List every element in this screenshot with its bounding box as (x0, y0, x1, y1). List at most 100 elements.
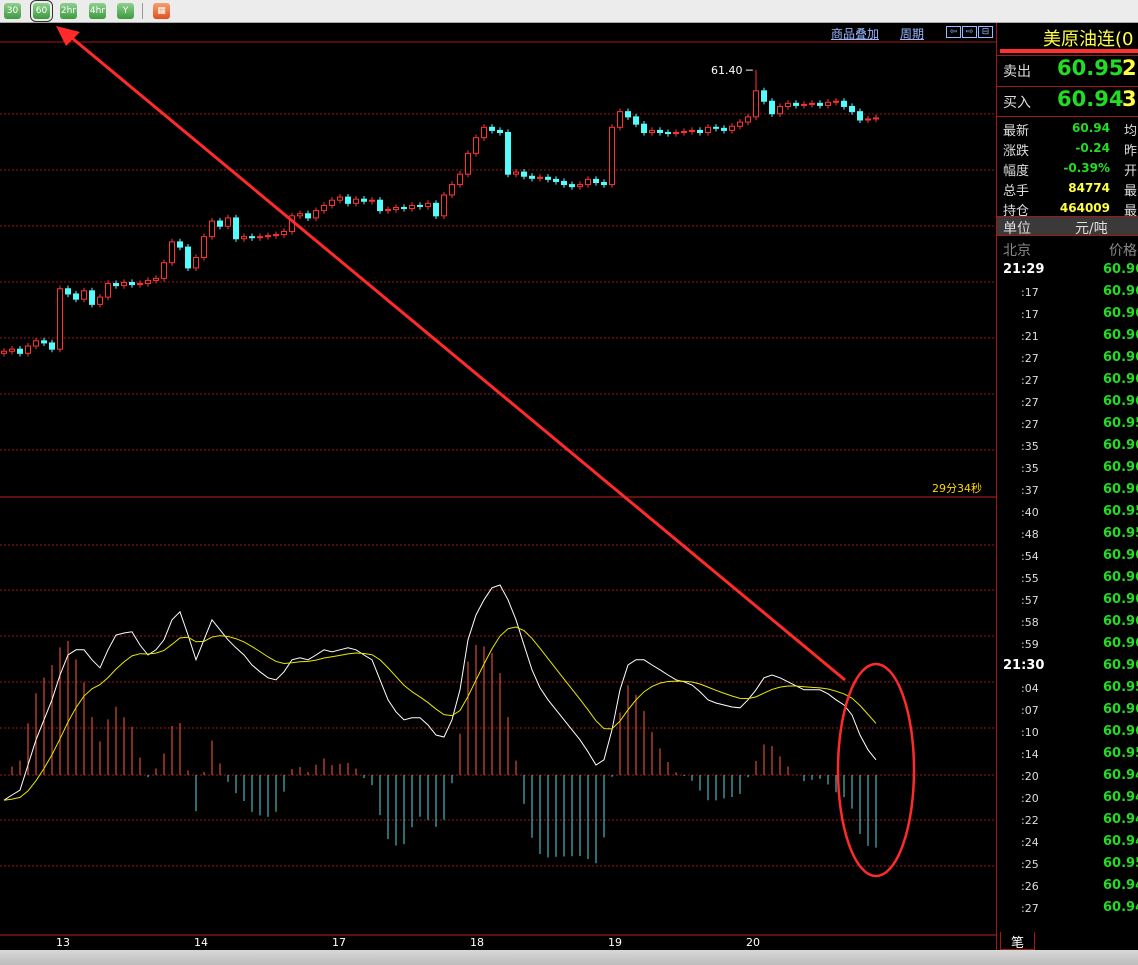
candle-body (337, 196, 343, 201)
sell-price: 60.95 (1057, 56, 1124, 80)
scroll-left-icon[interactable]: ⇦ (946, 26, 961, 38)
candle-body (249, 236, 255, 239)
tick-price: 60.96 (1103, 482, 1138, 497)
tick-time: :27 (1021, 352, 1039, 365)
period-30-button[interactable]: 30 (4, 3, 21, 19)
candle-body (49, 342, 55, 350)
candle-body (9, 348, 15, 352)
candle-body (761, 90, 767, 102)
candle-body (769, 100, 775, 115)
divider (997, 55, 1138, 56)
tick-time: :22 (1021, 814, 1039, 827)
tick-time: :27 (1021, 396, 1039, 409)
tab-ticks[interactable]: 笔 (1000, 932, 1035, 951)
instrument-title: 美原油连(0 (1043, 29, 1134, 50)
dea-line (3, 626, 877, 801)
candle-body (1, 350, 7, 354)
tick-price: 60.96 (1103, 592, 1138, 607)
candle-body (473, 137, 479, 154)
period-link[interactable]: 周期 (900, 27, 925, 41)
tick-time: :35 (1021, 440, 1039, 453)
period-toolbar: 30 60 2hr 4hr Y ▦ (0, 0, 1138, 23)
x-tick: 14 (194, 936, 208, 949)
candle-body (17, 348, 23, 354)
quote-panel: 美原油连(0 卖出 60.95 27 买入 60.94 37 最新 60.94 … (996, 23, 1138, 951)
tick-price: 60.95 (1103, 504, 1138, 519)
candle-body (353, 198, 359, 204)
tick-price: 60.96 (1103, 438, 1138, 453)
candle-body (329, 199, 335, 206)
info-label: 幅度 (1003, 164, 1030, 179)
candle-body (641, 123, 647, 133)
tick-price: 60.94 (1103, 812, 1138, 827)
info-tail-label: 均 (1124, 124, 1138, 139)
info-tail-label: 开 (1124, 164, 1138, 179)
candle-body (585, 178, 591, 186)
buy-price: 60.94 (1057, 87, 1124, 111)
candle-body (345, 196, 351, 204)
tick-price: 60.96 (1103, 702, 1138, 717)
candle-body (593, 178, 599, 183)
tick-time: :20 (1021, 792, 1039, 805)
panel-toggle-icon[interactable]: ⊟ (978, 26, 993, 38)
candle-body (177, 241, 183, 248)
candle-body (801, 103, 807, 106)
candle-body (489, 126, 495, 131)
candle-body (185, 246, 191, 269)
tick-time: :35 (1021, 462, 1039, 475)
candle-body (217, 220, 223, 227)
period-60-button[interactable]: 60 (30, 0, 53, 22)
high-price-label: 61.40 ─ (711, 64, 753, 77)
tick-price: 60.96 (1103, 306, 1138, 321)
tick-time: :20 (1021, 770, 1039, 783)
tick-price: 60.96 (1103, 614, 1138, 629)
candle-body (193, 257, 199, 269)
title-bar (1000, 49, 1138, 53)
unit-row: 单位 元/吨 (997, 216, 1138, 237)
candle-body (273, 234, 279, 237)
scroll-right-icon[interactable]: ⇨ (962, 26, 977, 38)
buy-volume: 37 (1122, 87, 1138, 111)
candle-body (265, 235, 271, 238)
candle-body (81, 290, 87, 300)
period-2hr-button[interactable]: 2hr (60, 3, 77, 19)
grid-icon[interactable]: ▦ (153, 3, 170, 19)
candle-body (817, 102, 823, 106)
tick-price: 60.96 (1103, 460, 1138, 475)
info-tail-label: 最 (1124, 184, 1138, 199)
period-y-button[interactable]: Y (117, 3, 134, 19)
x-tick: 19 (608, 936, 622, 949)
info-label: 持仓 (1003, 204, 1030, 219)
candle-body (121, 282, 127, 287)
candle-body (561, 180, 567, 186)
x-tick: 18 (470, 936, 484, 949)
candle-body (721, 127, 727, 131)
tick-price: 60.96 (1103, 394, 1138, 409)
candle-body (161, 262, 167, 279)
candle-body (233, 217, 239, 240)
info-tail-label: 最 (1124, 204, 1138, 219)
overlay-link[interactable]: 商品叠加 (831, 27, 880, 41)
candle-body (209, 220, 215, 238)
chart-svg[interactable]: 61.40 ─ (0, 23, 996, 950)
tick-time: :27 (1021, 418, 1039, 431)
tick-time: :57 (1021, 594, 1039, 607)
candle-body (481, 126, 487, 139)
candle-body (57, 288, 63, 350)
tick-time: :59 (1021, 638, 1039, 651)
info-value: 84774 (1068, 181, 1110, 195)
annotation-ellipse (836, 662, 916, 878)
candle-body (145, 279, 151, 285)
period-4hr-button[interactable]: 4hr (89, 3, 106, 19)
candle-body (377, 199, 383, 212)
info-value: 464009 (1059, 201, 1110, 215)
sell-volume: 27 (1122, 56, 1138, 80)
status-bar (0, 950, 1138, 965)
candle-body (169, 241, 175, 264)
sell-label: 卖出 (1003, 64, 1031, 80)
tick-time: 21:30 (1003, 658, 1045, 673)
candle-body (513, 171, 519, 175)
tick-time: :17 (1021, 308, 1039, 321)
candle-body (401, 207, 407, 210)
candle-body (793, 102, 799, 106)
